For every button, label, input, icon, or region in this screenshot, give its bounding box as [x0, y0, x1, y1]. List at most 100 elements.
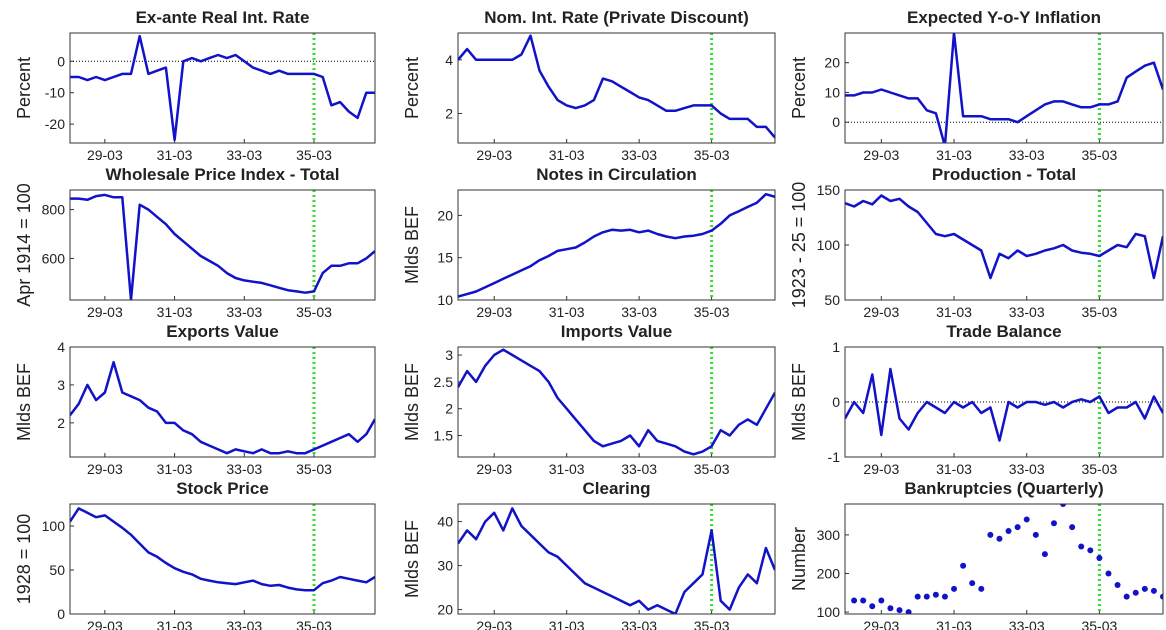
axes-box: [69, 189, 376, 301]
x-tick-label: 31-03: [157, 304, 193, 320]
y-tick-label: 40: [437, 514, 453, 530]
x-tick-label: 35-03: [296, 304, 332, 320]
axes-box: [844, 503, 1164, 615]
y-tick-label: 800: [42, 202, 66, 218]
x-tick-label: 29-03: [87, 147, 123, 163]
x-tick-label: 35-03: [1081, 461, 1117, 477]
y-axis-label: Mlds BEF: [402, 206, 422, 284]
x-tick-label: 31-03: [549, 461, 585, 477]
panel: Stock Price 1928 = 100 0 50 100 29-03 31-03 33-…: [14, 479, 376, 630]
x-tick-label: 31-03: [936, 461, 972, 477]
y-axis-label: 1923 - 25 = 100: [789, 182, 809, 309]
x-tick-label: 33-03: [1009, 304, 1045, 320]
panel: Notes in Circulation Mlds BEF 10 15 20 29-03 3…: [402, 165, 776, 320]
y-tick-label: 150: [817, 182, 841, 198]
y-axis-label: Percent: [789, 57, 809, 119]
y-tick-label: 100: [42, 518, 66, 534]
x-tick-label: 35-03: [694, 461, 730, 477]
panel: Nom. Int. Rate (Private Discount) Percent…: [402, 8, 776, 163]
y-tick-label: -20: [45, 116, 65, 132]
plot-area: [851, 504, 1163, 614]
point: [878, 597, 885, 604]
point: [896, 607, 903, 614]
y-axis-label: Mlds BEF: [402, 363, 422, 441]
x-tick-label: 35-03: [296, 147, 332, 163]
point: [1123, 593, 1130, 600]
y-axis-label: Number: [789, 527, 809, 591]
x-tick-label: 33-03: [621, 461, 657, 477]
panel: Production - Total 1923 - 25 = 100 50 100 15…: [789, 165, 1164, 320]
panel-title: Exports Value: [166, 322, 278, 341]
series-line: [70, 360, 375, 455]
panel: Wholesale Price Index - Total Apr 1914 = …: [14, 165, 376, 320]
series-line: [845, 33, 1163, 143]
x-tick-label: 29-03: [476, 147, 512, 163]
point: [869, 603, 876, 610]
axes-box: [69, 503, 376, 615]
series-line: [458, 34, 775, 139]
panel-title: Imports Value: [561, 322, 672, 341]
series-line: [458, 192, 775, 298]
point: [1014, 524, 1021, 531]
x-tick-label: 33-03: [226, 304, 262, 320]
x-tick-label: 31-03: [157, 618, 193, 630]
x-tick-label: 33-03: [1009, 147, 1045, 163]
panel-title: Bankruptcies (Quarterly): [904, 479, 1103, 498]
x-tick-label: 31-03: [936, 147, 972, 163]
point: [941, 593, 948, 600]
series-line: [458, 348, 775, 456]
y-tick-label: 600: [42, 250, 66, 266]
point: [923, 593, 930, 600]
x-tick-label: 29-03: [863, 304, 899, 320]
x-tick-label: 31-03: [549, 147, 585, 163]
x-tick-label: 35-03: [296, 618, 332, 630]
panel: Imports Value Mlds BEF 1.5 2 2.5 3 29-03 31-03 3…: [402, 322, 776, 477]
y-tick-label: 1: [832, 339, 840, 355]
panel: Ex-ante Real Int. Rate Percent -20 -10 0 29-0…: [14, 8, 376, 163]
y-axis-label: Mlds BEF: [789, 363, 809, 441]
panel-title: Ex-ante Real Int. Rate: [136, 8, 310, 27]
point: [1032, 531, 1039, 538]
y-tick-label: 3: [445, 347, 453, 363]
y-tick-label: 100: [817, 604, 841, 620]
x-tick-label: 29-03: [863, 618, 899, 630]
axes-box: [844, 189, 1164, 301]
axes-box: [844, 32, 1164, 144]
point: [1069, 524, 1076, 531]
plot-area: [845, 347, 1163, 457]
point: [1087, 547, 1094, 554]
y-tick-label: 300: [817, 527, 841, 543]
y-axis-label: Mlds BEF: [402, 520, 422, 598]
x-tick-label: 33-03: [621, 304, 657, 320]
panel-title: Nom. Int. Rate (Private Discount): [484, 8, 748, 27]
point: [1132, 589, 1139, 596]
point: [914, 593, 921, 600]
plot-area: [70, 33, 375, 143]
x-tick-label: 29-03: [863, 147, 899, 163]
y-tick-label: -10: [45, 85, 65, 101]
panel-title: Wholesale Price Index - Total: [106, 165, 340, 184]
point: [1005, 528, 1012, 535]
panel: Bankruptcies (Quarterly) Number 100 200 300 2…: [789, 479, 1164, 630]
axes-box: [457, 346, 776, 458]
point: [978, 585, 985, 592]
x-tick-label: 31-03: [157, 147, 193, 163]
panel-title: Production - Total: [932, 165, 1076, 184]
panel: Clearing Mlds BEF 20 30 40 29-03 31-03 33-03 35-…: [402, 479, 776, 630]
x-tick-label: 31-03: [936, 304, 972, 320]
x-tick-label: 33-03: [226, 618, 262, 630]
y-axis-label: Mlds BEF: [14, 363, 34, 441]
x-tick-label: 35-03: [694, 618, 730, 630]
y-tick-label: -1: [828, 449, 841, 465]
y-axis-label: Percent: [14, 57, 34, 119]
point: [987, 531, 994, 538]
y-tick-label: 0: [57, 606, 65, 622]
panel-title: Trade Balance: [946, 322, 1061, 341]
x-tick-label: 33-03: [226, 147, 262, 163]
y-tick-label: 10: [824, 84, 840, 100]
axes-box: [457, 32, 776, 144]
x-tick-label: 35-03: [1081, 618, 1117, 630]
panel-title: Clearing: [582, 479, 650, 498]
series-line: [458, 507, 775, 614]
point: [960, 562, 967, 569]
